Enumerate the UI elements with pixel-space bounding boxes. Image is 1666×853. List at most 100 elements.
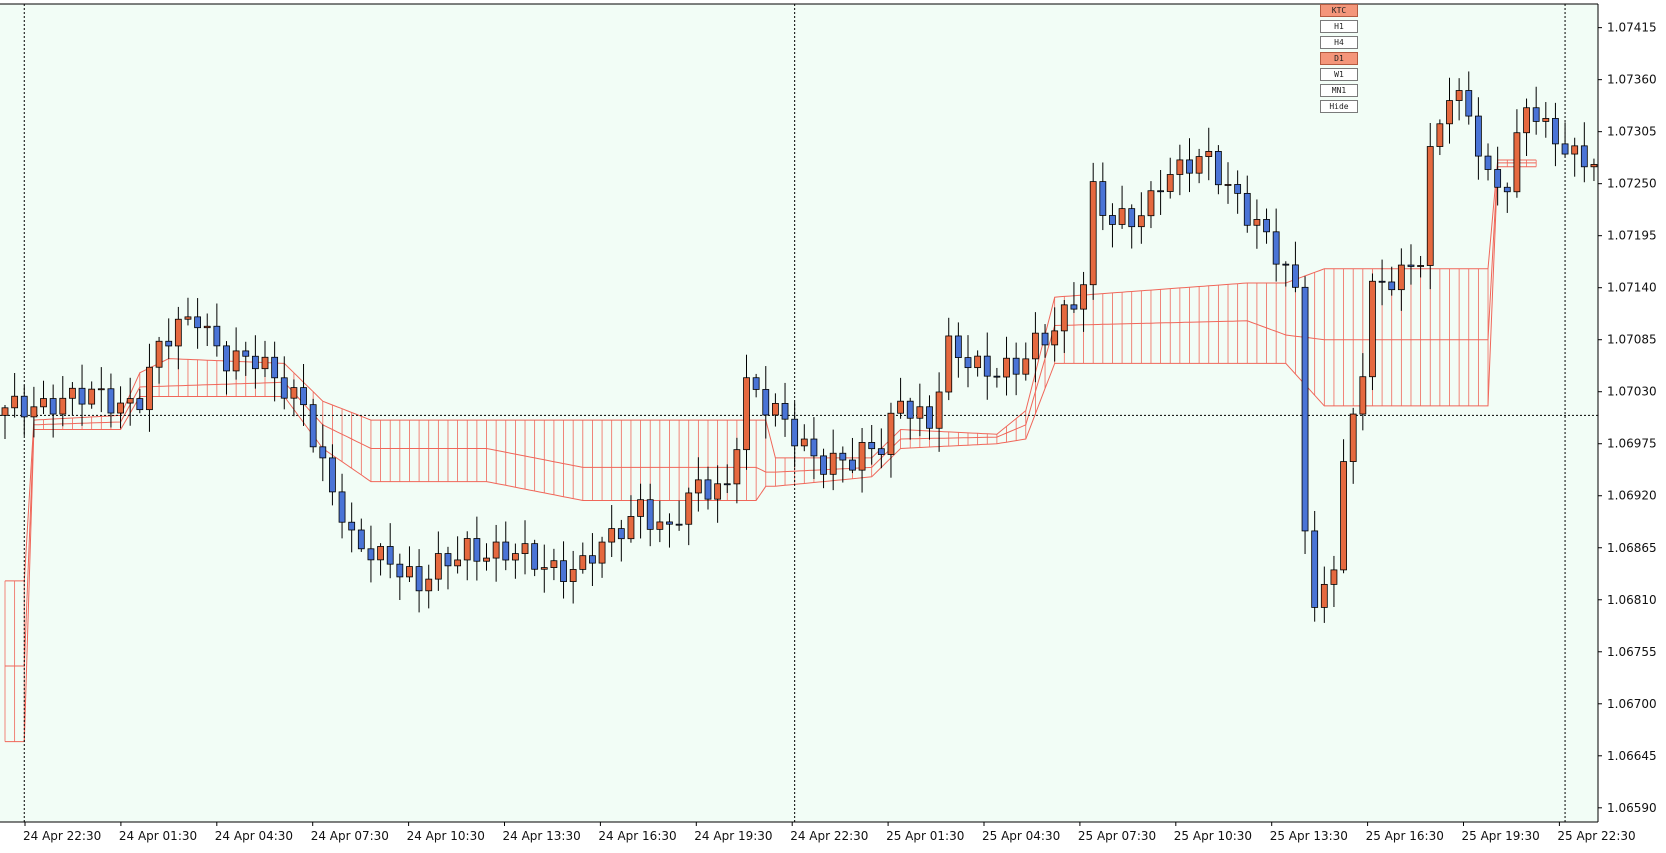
candle-body bbox=[656, 521, 664, 530]
candle-body bbox=[1455, 90, 1463, 101]
tf-button-ktc[interactable]: KTC bbox=[1320, 4, 1358, 17]
candle-body bbox=[357, 529, 365, 550]
time-label: 24 Apr 07:30 bbox=[311, 829, 389, 843]
tf-button-mn1[interactable]: MN1 bbox=[1320, 84, 1358, 97]
candle-body bbox=[974, 355, 982, 369]
candle-body bbox=[675, 523, 683, 526]
candle-body bbox=[49, 398, 57, 415]
candle-body bbox=[1513, 132, 1521, 193]
candles bbox=[1, 71, 1598, 623]
candle-body bbox=[579, 555, 587, 570]
tf-button-w1[interactable]: W1 bbox=[1320, 68, 1358, 81]
candle-body bbox=[194, 316, 202, 329]
candle-body bbox=[396, 563, 404, 578]
candle-body bbox=[569, 569, 577, 582]
candle-body bbox=[1137, 215, 1145, 228]
tf-button-d1[interactable]: D1 bbox=[1320, 52, 1358, 65]
candle-body bbox=[367, 548, 375, 561]
time-label: 24 Apr 16:30 bbox=[598, 829, 676, 843]
candle-body bbox=[1003, 357, 1010, 378]
candle-body bbox=[521, 543, 529, 554]
candle-body bbox=[1446, 100, 1453, 125]
candle-body bbox=[1205, 150, 1213, 157]
price-label: 1.07415 bbox=[1607, 21, 1657, 35]
candle-body bbox=[743, 377, 750, 451]
candle-body bbox=[714, 483, 722, 500]
candle-body bbox=[1552, 118, 1559, 145]
candle-body bbox=[983, 355, 991, 377]
candle-body bbox=[146, 366, 153, 411]
candle-body bbox=[261, 356, 269, 370]
candle-body bbox=[1109, 215, 1116, 225]
candle-body bbox=[232, 350, 240, 372]
candle-body bbox=[954, 335, 962, 358]
candle-body bbox=[174, 318, 182, 347]
candle-body bbox=[425, 578, 433, 592]
candle-body bbox=[1272, 231, 1280, 265]
candle-body bbox=[20, 395, 28, 418]
candle-body bbox=[916, 406, 924, 419]
candle-body bbox=[1378, 280, 1386, 283]
price-label: 1.06865 bbox=[1607, 541, 1657, 555]
candle-body bbox=[1022, 358, 1030, 375]
candle-body bbox=[1590, 164, 1598, 168]
time-axis: 24 Apr 22:30 24 Apr 01:30 24 Apr 04:30 24 A… bbox=[23, 822, 1636, 843]
candle-body bbox=[906, 400, 914, 419]
candle-body bbox=[483, 557, 490, 562]
candle-body bbox=[1436, 123, 1444, 147]
tf-button-hide[interactable]: Hide bbox=[1320, 100, 1358, 113]
candle-body bbox=[926, 406, 933, 429]
candle-body bbox=[1263, 219, 1270, 233]
candle-body bbox=[1128, 208, 1136, 228]
candle-body bbox=[560, 560, 567, 582]
candle-body bbox=[1070, 304, 1078, 310]
candle-body bbox=[502, 541, 510, 561]
price-axis: 1.07415 1.07360 1.07305 1.07250 1.07195 1.071… bbox=[1598, 21, 1657, 815]
candle-body bbox=[1417, 265, 1425, 267]
candle-body bbox=[1542, 118, 1550, 122]
candle-body bbox=[251, 355, 259, 370]
time-label: 25 Apr 01:30 bbox=[886, 829, 964, 843]
tf-button-h1[interactable]: H1 bbox=[1320, 20, 1358, 33]
candle-body bbox=[1166, 174, 1174, 192]
candle-body bbox=[849, 459, 856, 471]
price-label: 1.06755 bbox=[1607, 645, 1657, 659]
time-label: 24 Apr 22:30 bbox=[790, 829, 868, 843]
candle-body bbox=[271, 356, 279, 379]
price-label: 1.06700 bbox=[1607, 697, 1657, 711]
price-label: 1.06810 bbox=[1607, 593, 1657, 607]
candle-body bbox=[1474, 115, 1482, 157]
time-label: 25 Apr 22:30 bbox=[1557, 829, 1635, 843]
cloud-span-b bbox=[5, 166, 1537, 743]
candle-body bbox=[1224, 184, 1232, 186]
candle-body bbox=[1330, 569, 1338, 585]
candle-body bbox=[11, 395, 19, 409]
candle-body bbox=[300, 387, 307, 406]
candle-body bbox=[1080, 284, 1087, 310]
candle-body bbox=[1465, 90, 1473, 117]
candle-body bbox=[608, 528, 616, 543]
candle-body bbox=[752, 377, 760, 390]
tf-button-h4[interactable]: H4 bbox=[1320, 36, 1358, 49]
candle-body bbox=[1060, 304, 1068, 332]
candle-body bbox=[223, 345, 230, 372]
candle-body bbox=[637, 499, 644, 517]
candle-body bbox=[406, 566, 413, 578]
candle-body bbox=[1580, 145, 1588, 168]
candle-body bbox=[733, 449, 741, 485]
candle-body bbox=[1099, 181, 1107, 216]
candle-body bbox=[540, 567, 548, 570]
candle-body bbox=[454, 559, 462, 567]
candle-body bbox=[1571, 145, 1579, 155]
candle-body bbox=[78, 387, 86, 405]
candle-body bbox=[1340, 461, 1347, 571]
candle-body bbox=[589, 555, 596, 564]
candle-body bbox=[1282, 263, 1290, 266]
candle-body bbox=[30, 406, 38, 418]
candle-body bbox=[1032, 332, 1039, 360]
candle-body bbox=[800, 438, 808, 447]
candle-body bbox=[1157, 190, 1164, 193]
candle-body bbox=[40, 398, 47, 408]
